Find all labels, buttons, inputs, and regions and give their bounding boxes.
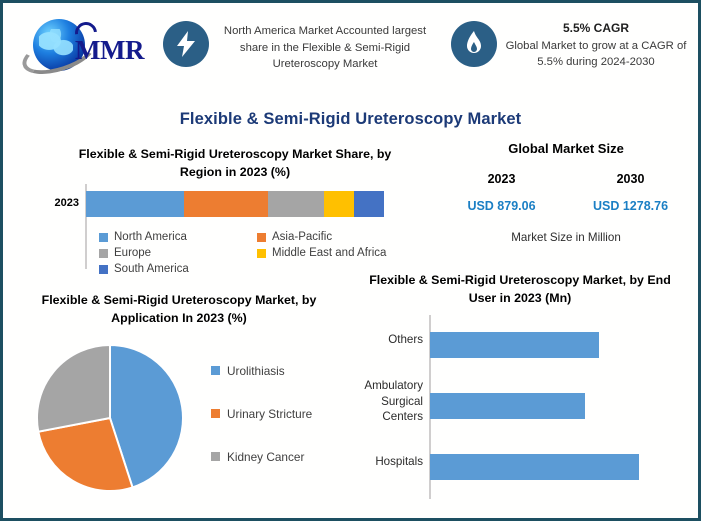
legend-swatch-icon [99, 264, 108, 274]
end-user-category-label: Hospitals [375, 455, 423, 468]
cagr-description: Global Market to grow at a CAGR of 5.5% … [505, 39, 687, 69]
legend-swatch-icon [99, 232, 108, 242]
region-segment-europe [267, 191, 325, 217]
region-legend: North America Asia-Pacific Europe Middle Ea… [99, 229, 415, 277]
market-value-2023: USD 879.06 [467, 199, 536, 213]
legend-swatch-icon [257, 232, 266, 242]
legend-swatch-icon [211, 452, 220, 461]
market-year-2023: 2023 [487, 172, 516, 186]
end-user-row: Ambulatory Surgical Centers [343, 376, 695, 437]
legend-swatch-icon [257, 248, 266, 258]
end-user-row: Hospitals [343, 437, 695, 498]
globe-icon [33, 19, 85, 71]
brand-logo: MMR [17, 13, 159, 82]
chart-application-share: Flexible & Semi-Rigid Ureteroscopy Marke… [19, 291, 349, 513]
region-legend-label: North America [114, 231, 187, 243]
end-user-bar [430, 454, 640, 480]
global-market-size-title: Global Market Size [508, 141, 624, 156]
region-legend-label: Middle East and Africa [272, 247, 387, 259]
header-highlight-cagr: 5.5% CAGR Global Market to grow at a CAG… [497, 20, 695, 71]
global-market-size-values: USD 879.06 USD 1278.76 [437, 199, 695, 213]
region-legend-item: South America [99, 261, 257, 277]
end-user-axis-line [429, 315, 431, 499]
legend-swatch-icon [99, 248, 108, 258]
region-legend-item: Europe [99, 245, 257, 261]
region-segment-asia-pacific [184, 191, 268, 217]
end-user-category-label: Others [388, 333, 423, 346]
end-user-row: Others [343, 315, 695, 376]
region-stacked-bar [86, 191, 384, 217]
region-segment-north-america [86, 191, 185, 217]
pie-legend-item: Kidney Cancer [211, 435, 351, 478]
market-year-2030: 2030 [616, 172, 645, 186]
region-legend-item: North America [99, 229, 257, 245]
pie-legend-label: Urinary Stricture [227, 406, 313, 421]
pie-chart-title: Flexible & Semi-Rigid Ureteroscopy Marke… [41, 293, 317, 325]
end-user-bar [430, 393, 585, 419]
pie-graphic [36, 344, 184, 492]
bolt-icon [163, 21, 209, 67]
pie-legend-item: Urinary Stricture [211, 392, 351, 435]
pie-legend: Urolithiasis Urinary Stricture Kidney Canc… [211, 349, 351, 478]
flame-icon [451, 21, 497, 67]
cagr-value: 5.5% CAGR [562, 21, 630, 35]
end-user-plot-area: Others Ambulatory Surgical Centers Hospita… [343, 315, 695, 499]
header-highlight-north-america: North America Market Accounted largest s… [223, 25, 427, 70]
pie-legend-label: Kidney Cancer [227, 449, 305, 464]
region-legend-item: Middle East and Africa [257, 245, 415, 261]
region-chart-title: Flexible & Semi-Rigid Ureteroscopy Marke… [78, 147, 392, 179]
brand-name: MMR [75, 35, 144, 65]
region-segment-middle-east-and-africa [324, 191, 355, 217]
market-value-2030: USD 1278.76 [592, 199, 669, 213]
region-category-label: 2023 [54, 197, 79, 209]
chart-end-user: Flexible & Semi-Rigid Ureteroscopy Marke… [343, 271, 695, 513]
end-user-category-label: Ambulatory Surgical Centers [364, 379, 423, 423]
global-market-size-years: 2023 2030 [437, 172, 695, 186]
end-user-chart-title: Flexible & Semi-Rigid Ureteroscopy Marke… [369, 273, 671, 305]
page-title: Flexible & Semi-Rigid Ureteroscopy Marke… [179, 110, 522, 128]
pie-legend-label: Urolithiasis [227, 363, 285, 378]
region-legend-label: South America [114, 263, 189, 275]
region-legend-label: Europe [114, 247, 152, 259]
pie-slice-urolithiasis [109, 344, 184, 489]
region-axis-line [85, 184, 87, 269]
pie-slice-urinary-stricture [37, 416, 134, 492]
pie-legend-item: Urolithiasis [211, 349, 351, 392]
global-market-size-panel: Global Market Size 2023 2030 USD 879.06 … [437, 141, 695, 263]
market-size-unit-note: Market Size in Million [511, 231, 621, 244]
legend-swatch-icon [211, 366, 220, 375]
pie-slice-kidney-cancer [36, 344, 111, 433]
region-legend-label: Asia-Pacific [272, 231, 333, 243]
region-segment-south-america [354, 191, 384, 217]
header: MMR North America Market Accounted large… [3, 3, 698, 95]
legend-swatch-icon [211, 409, 220, 418]
end-user-bar [430, 332, 600, 358]
chart-region-share: Flexible & Semi-Rigid Ureteroscopy Marke… [19, 145, 419, 280]
region-legend-item: Asia-Pacific [257, 229, 415, 245]
